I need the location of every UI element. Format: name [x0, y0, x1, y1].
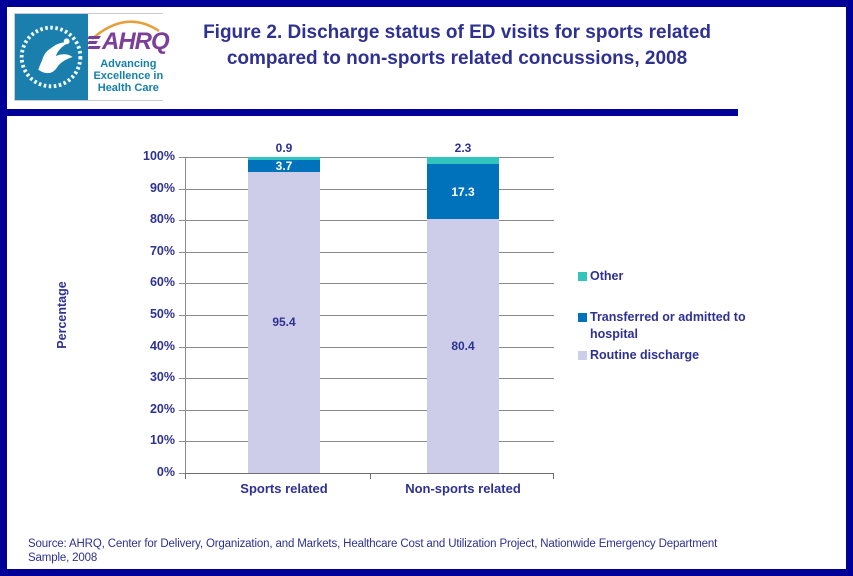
y-axis-title: Percentage: [55, 281, 69, 349]
gridline: [185, 410, 554, 411]
source-note: Source: AHRQ, Center for Delivery, Organ…: [28, 537, 717, 565]
stacked-bar: 95.4 3.7 0.9: [248, 141, 320, 473]
bar-value-label: 95.4: [272, 315, 296, 330]
bar-segment: [248, 171, 320, 473]
gridline: [185, 283, 554, 284]
speed-lines-icon: [87, 34, 101, 51]
y-axis-line: [185, 157, 186, 473]
figure-title: Figure 2. Discharge status of ED visits …: [147, 20, 767, 72]
y-axis-tick: [179, 378, 185, 379]
legend-item: Other: [578, 268, 782, 285]
y-axis-tick: [179, 315, 185, 316]
bar-segment: [427, 157, 499, 165]
stacked-bar: 80.4 17.3 2.3: [427, 141, 499, 473]
y-axis-tick: [179, 441, 185, 442]
legend-label: Routine discharge: [590, 348, 700, 362]
y-axis-tick-label: 30%: [149, 370, 175, 384]
ahrq-wordmark-block: AHRQ Advancing Excellence in Health Care: [87, 14, 170, 100]
legend-label: Transferred or admitted to hospital: [590, 310, 746, 341]
bar-value-label: 17.3: [451, 184, 475, 199]
y-axis-tick-label: 90%: [149, 181, 175, 195]
gridline: [185, 220, 554, 221]
gridline: [185, 252, 554, 253]
bar-segment: [248, 159, 320, 172]
plot-area: 0% 10% 20% 30% 40% 50% 60% 70% 80% 90% 100% 95.4 3.7…: [143, 141, 554, 496]
bar-segment: [248, 157, 320, 160]
y-axis-tick-label: 60%: [149, 275, 175, 289]
y-axis-tick-label: 80%: [149, 212, 175, 226]
figure-title-line2: compared to non-sports related concussio…: [226, 48, 688, 69]
bar-value-label: 0.9: [275, 141, 293, 155]
x-axis-tick: [553, 474, 554, 479]
x-axis-category-label: Non-sports related: [405, 481, 521, 496]
y-axis-tick: [179, 220, 185, 221]
y-axis-tick-label: 100%: [143, 149, 175, 163]
y-axis-tick-label: 40%: [149, 339, 175, 353]
legend-label: Other: [590, 269, 624, 283]
y-axis-tick-label: 20%: [149, 402, 175, 416]
ahrq-wordmark-row: AHRQ: [87, 28, 170, 55]
orange-arc-icon: [91, 20, 160, 40]
x-axis-tick: [369, 474, 371, 479]
hhs-seal-icon: [15, 14, 88, 100]
gridline: [185, 441, 554, 442]
y-axis-tick: [179, 473, 185, 474]
y-axis-tick: [179, 283, 185, 284]
y-axis-tick: [179, 189, 185, 190]
gridline: [185, 189, 554, 190]
gridline: [185, 157, 554, 158]
tagline-line1: Advancing: [100, 58, 157, 70]
hhs-eagle-icon: [19, 25, 83, 89]
y-axis-tick: [179, 410, 185, 411]
bar-value-label: 2.3: [454, 141, 472, 155]
y-axis-tick-label: 10%: [149, 433, 175, 447]
tagline-line2: Excellence in: [93, 70, 164, 82]
tagline-line3: Health Care: [97, 82, 159, 94]
y-axis-tick: [179, 347, 185, 348]
y-axis-tick-label: 0%: [156, 465, 175, 479]
legend-swatch-icon: [578, 351, 587, 360]
legend-item: Routine discharge: [578, 347, 782, 364]
legend-item: Transferred or admitted to hospital: [578, 309, 782, 343]
y-axis-tick: [179, 157, 185, 158]
bar-value-label: 3.7: [275, 158, 293, 173]
y-axis-tick-label: 70%: [149, 244, 175, 258]
header-divider-bar: [7, 109, 738, 116]
x-axis-category-label: Sports related: [240, 481, 328, 496]
gridline: [185, 315, 554, 316]
gridline: [185, 378, 554, 379]
figure-title-line1: Figure 2. Discharge status of ED visits …: [203, 22, 711, 43]
bar-segment: [427, 164, 499, 219]
ahrq-logo: AHRQ Advancing Excellence in Health Care: [14, 13, 170, 101]
x-axis-line: [185, 473, 554, 474]
source-line1: Source: AHRQ, Center for Delivery, Organ…: [28, 538, 718, 550]
y-axis-tick-label: 50%: [149, 307, 175, 321]
y-axis-tick: [179, 252, 185, 253]
bar-value-label: 80.4: [451, 338, 475, 353]
source-line2: Sample, 2008: [28, 552, 98, 564]
ahrq-wordmark: AHRQ: [102, 28, 170, 55]
ahrq-tagline: Advancing Excellence in Health Care: [93, 58, 163, 94]
x-axis-tick: [185, 474, 186, 479]
legend-swatch-icon: [578, 313, 587, 322]
bar-segment: [427, 218, 499, 473]
legend-swatch-icon: [578, 272, 587, 281]
gridline: [185, 347, 554, 348]
